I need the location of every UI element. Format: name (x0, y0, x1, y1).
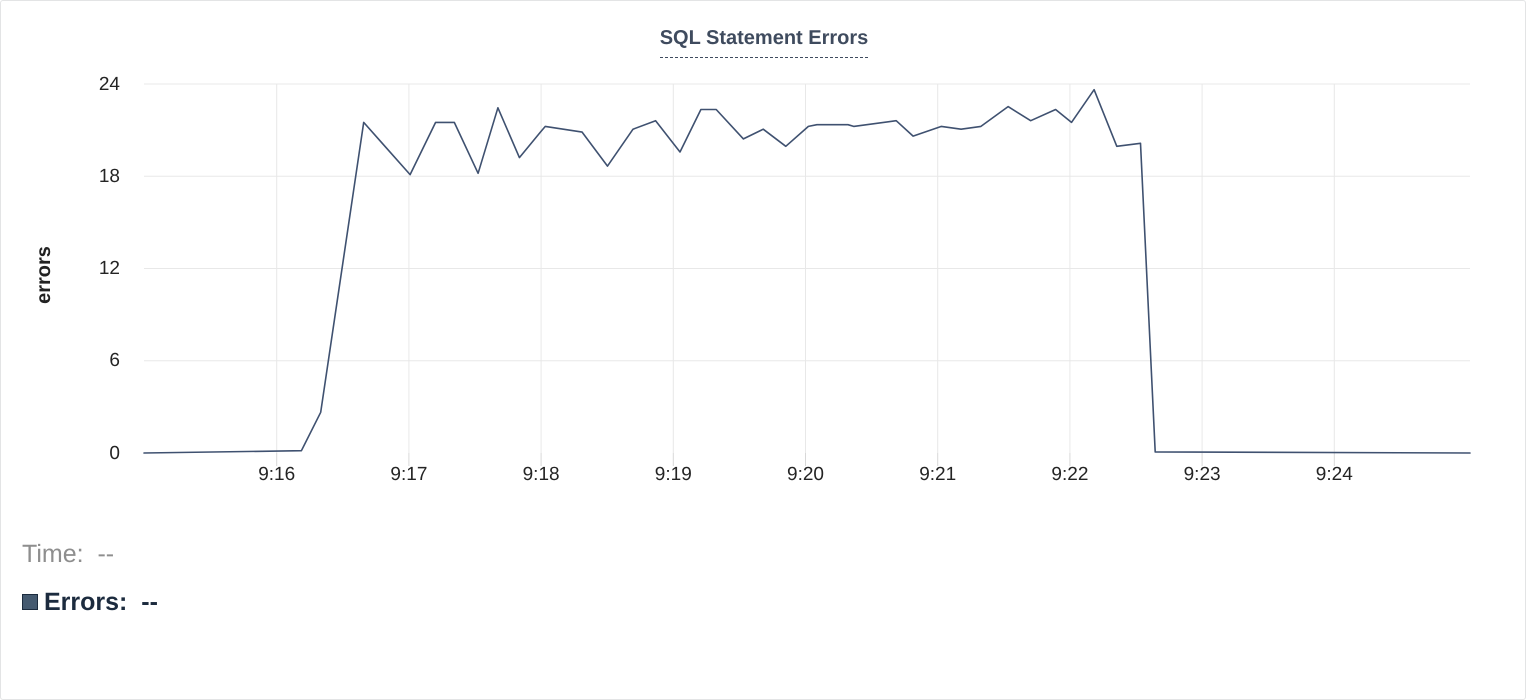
svg-text:9:21: 9:21 (919, 464, 956, 485)
svg-text:9:17: 9:17 (390, 464, 427, 485)
svg-text:9:20: 9:20 (787, 464, 824, 485)
svg-text:12: 12 (99, 258, 120, 279)
svg-text:9:22: 9:22 (1051, 464, 1088, 485)
svg-text:9:18: 9:18 (523, 464, 560, 485)
svg-text:6: 6 (109, 350, 120, 371)
svg-text:9:24: 9:24 (1316, 464, 1353, 485)
svg-text:18: 18 (99, 166, 120, 187)
svg-text:9:19: 9:19 (655, 464, 692, 485)
svg-text:24: 24 (99, 74, 121, 95)
svg-text:9:16: 9:16 (258, 464, 295, 485)
svg-text:9:23: 9:23 (1184, 464, 1221, 485)
svg-text:0: 0 (109, 443, 120, 464)
svg-text:errors: errors (33, 246, 55, 304)
